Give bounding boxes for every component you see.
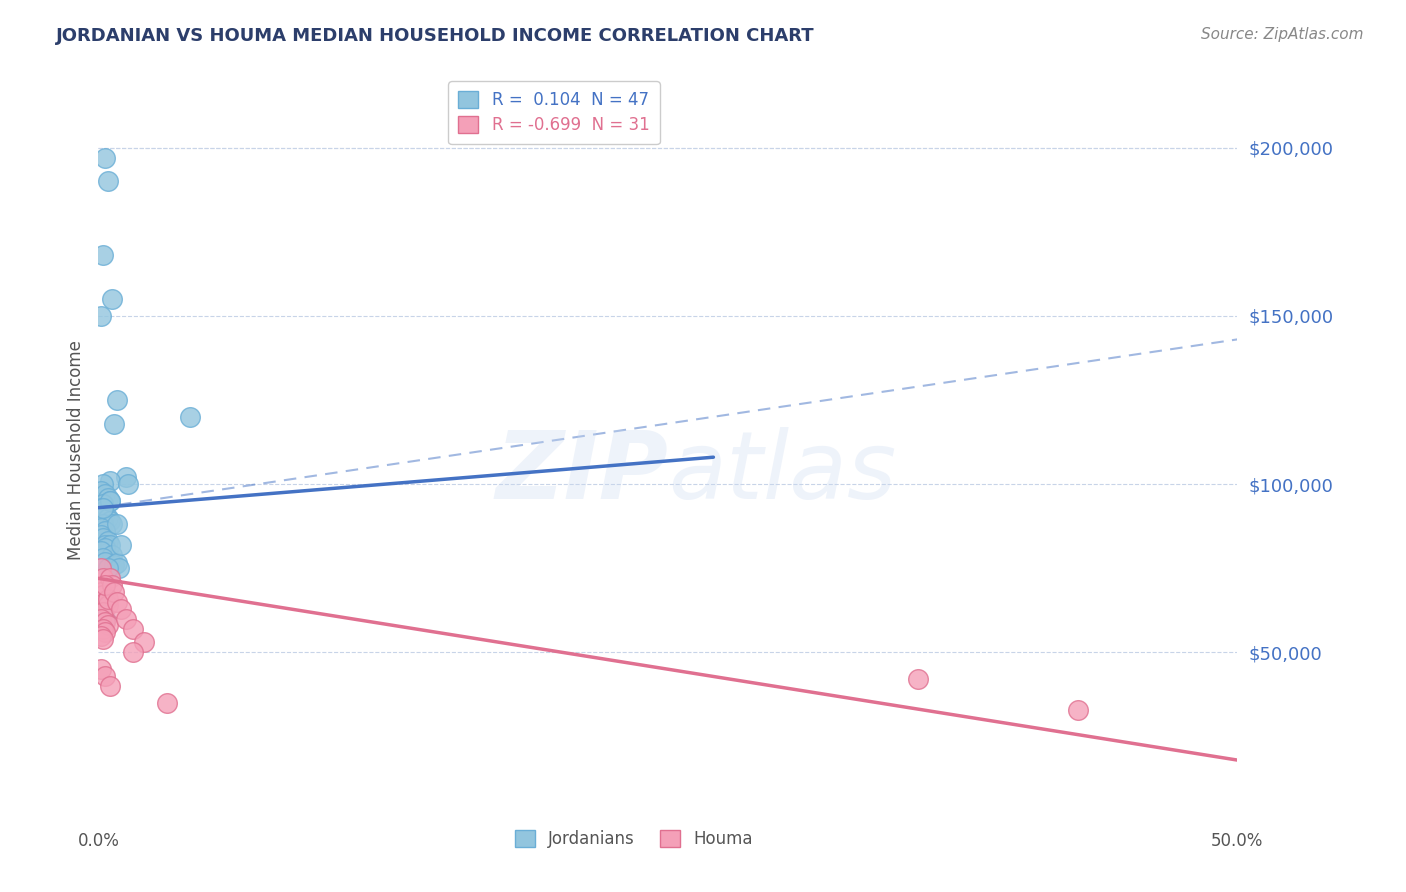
Point [101, 548, 124, 562]
Point [94, 669, 117, 683]
Point [121, 622, 143, 636]
Point [110, 538, 132, 552]
Point [91, 588, 114, 602]
Point [90, 500, 112, 515]
Text: JORDANIAN VS HOUMA MEDIAN HOUSEHOLD INCOME CORRELATION CHART: JORDANIAN VS HOUMA MEDIAN HOUSEHOLD INCO… [56, 27, 815, 45]
Y-axis label: Median Household Income: Median Household Income [66, 341, 84, 560]
Point [110, 601, 132, 615]
Point [105, 595, 128, 609]
Point [94, 524, 117, 539]
Point [91, 622, 114, 636]
Point [90, 527, 112, 541]
Point [91, 504, 114, 518]
Point [90, 521, 112, 535]
Point [91, 517, 114, 532]
Point [94, 578, 117, 592]
Point [94, 615, 117, 629]
Point [108, 561, 131, 575]
Point [114, 470, 136, 484]
Point [91, 477, 114, 491]
Point [101, 578, 124, 592]
Point [90, 483, 112, 498]
Point [907, 673, 929, 687]
Point [94, 541, 117, 555]
Point [91, 551, 114, 566]
Point [91, 632, 114, 646]
Point [90, 628, 112, 642]
Point [96, 534, 118, 549]
Point [98, 679, 121, 693]
Text: ZIP: ZIP [495, 426, 668, 518]
Text: atlas: atlas [668, 427, 896, 518]
Point [90, 662, 112, 676]
Point [101, 517, 124, 532]
Point [98, 474, 121, 488]
Point [96, 599, 118, 613]
Point [90, 584, 112, 599]
Point [91, 605, 114, 619]
Point [90, 595, 112, 609]
Point [96, 561, 118, 575]
Text: Source: ZipAtlas.com: Source: ZipAtlas.com [1201, 27, 1364, 42]
Point [90, 544, 112, 558]
Point [90, 612, 112, 626]
Point [94, 508, 117, 522]
Point [98, 571, 121, 585]
Point [94, 487, 117, 501]
Point [94, 538, 117, 552]
Point [94, 625, 117, 640]
Point [117, 477, 139, 491]
Point [103, 584, 125, 599]
Point [96, 491, 118, 505]
Point [96, 618, 118, 632]
Point [114, 612, 136, 626]
Point [91, 531, 114, 545]
Point [156, 696, 179, 710]
Point [105, 392, 128, 407]
Point [98, 494, 121, 508]
Point [96, 510, 118, 524]
Point [132, 635, 155, 649]
Point [90, 561, 112, 575]
Point [101, 292, 124, 306]
Point [94, 555, 117, 569]
Point [94, 151, 117, 165]
Point [96, 174, 118, 188]
Point [91, 571, 114, 585]
Point [98, 538, 121, 552]
Point [105, 517, 128, 532]
Point [91, 248, 114, 262]
Point [96, 591, 118, 606]
Point [1067, 703, 1090, 717]
Point [121, 645, 143, 659]
Point [94, 612, 117, 626]
Point [103, 558, 125, 572]
Point [91, 605, 114, 619]
Point [91, 497, 114, 511]
Point [179, 409, 201, 424]
Point [91, 500, 114, 515]
Point [105, 556, 128, 570]
Point [103, 417, 125, 431]
Legend: Jordanians, Houma: Jordanians, Houma [506, 822, 761, 856]
Point [94, 595, 117, 609]
Point [98, 514, 121, 528]
Point [98, 494, 121, 508]
Point [90, 309, 112, 323]
